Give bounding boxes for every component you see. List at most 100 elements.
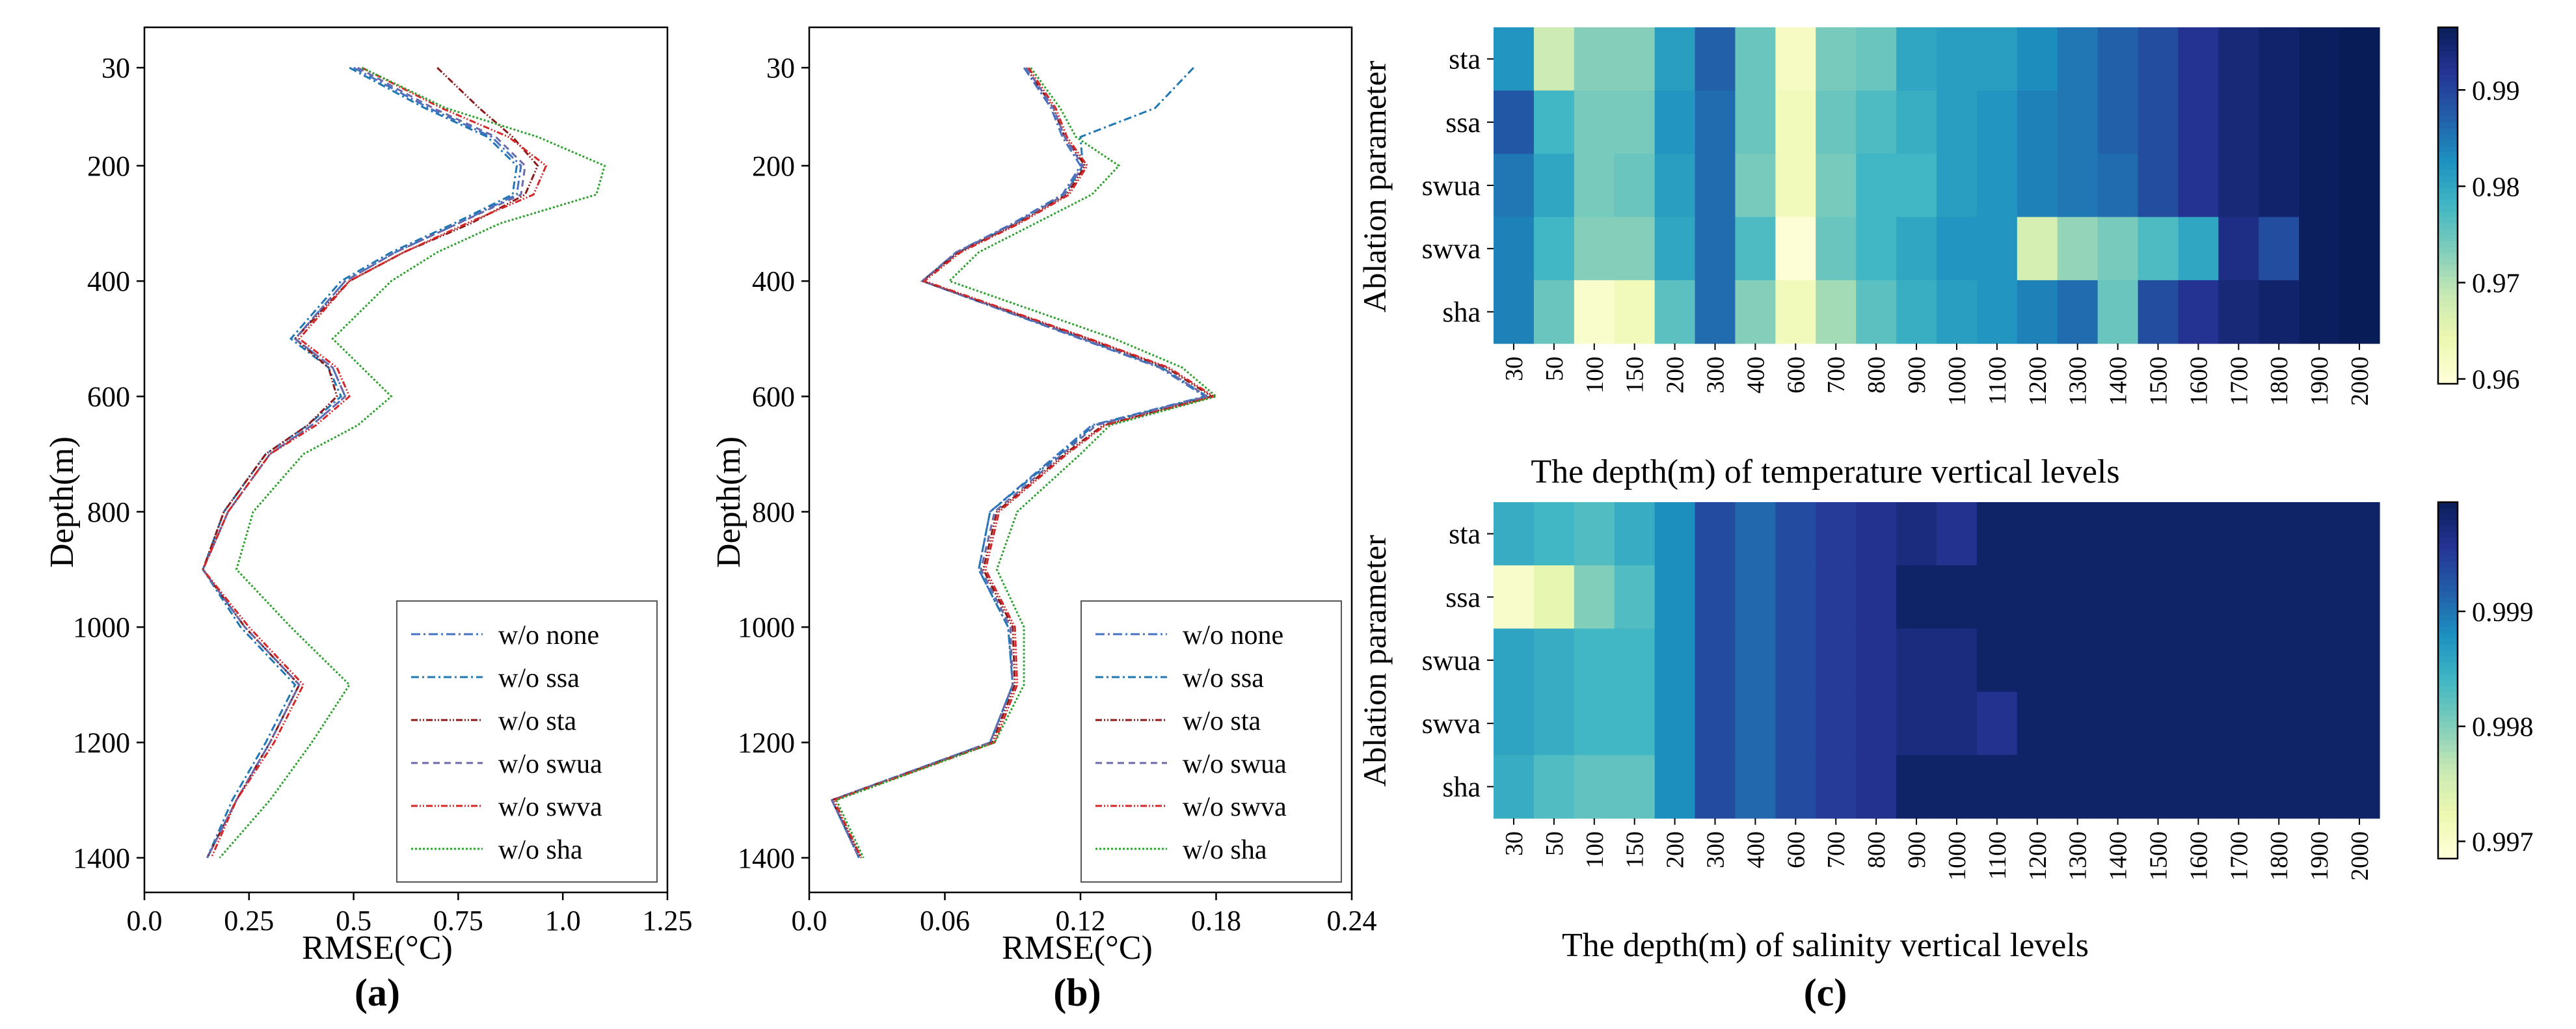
panel-b-legend-label-swva: w/o swva — [1183, 792, 1287, 822]
panel-c-bottom-colorbar-segment — [2438, 520, 2458, 527]
panel-c-top-xlabel: The depth(m) of temperature vertical lev… — [1531, 453, 2119, 490]
panel-c-top-colorbar-segment — [2438, 181, 2458, 189]
panel-c-top-col-label: 1300 — [2065, 356, 2092, 406]
panel-c-top-cell — [1976, 154, 2018, 218]
panel-c-bottom-col-label: 100 — [1581, 831, 1609, 868]
panel-c-bottom-colorbar-segment — [2438, 526, 2458, 533]
panel-c-top-cell — [1533, 27, 1575, 91]
panel-c-bottom-cell — [2138, 502, 2179, 566]
panel-c-bottom-cell — [1816, 755, 1857, 819]
panel-c-top-col-label: 700 — [1823, 356, 1850, 394]
panel-c-bottom-colorbar-segment — [2438, 603, 2458, 609]
panel-c-bottom-cell — [2339, 565, 2380, 629]
panel-c-bottom-cell — [1494, 628, 1535, 693]
panel-a-legend-label-swua: w/o swua — [498, 749, 602, 779]
panel-c-bottom-colorbar-segment — [2438, 543, 2458, 550]
panel-b-legend-label-swua: w/o swua — [1183, 749, 1287, 779]
panel-c-top-colorbar-segment — [2438, 253, 2458, 260]
panel-c-bottom-colorbar-segment — [2438, 793, 2458, 800]
panel-c-top-colorbar-segment — [2438, 301, 2458, 307]
panel-c-bottom-cell — [1574, 755, 1615, 819]
panel-c-bottom-colorbar-segment — [2438, 757, 2458, 764]
panel-c-bottom-cell — [1856, 565, 1897, 629]
panel-b-y-tick-label: 1200 — [738, 727, 795, 758]
panel-c-top-colorbar-segment — [2438, 193, 2458, 200]
panel-c-top-cell — [1654, 217, 1696, 281]
panel-c-top-colorbar-segment — [2438, 116, 2458, 123]
panel-a-y-tick-label: 200 — [87, 150, 130, 182]
panel-c-top-cell — [2138, 27, 2179, 91]
panel-c-bottom-colorbar-segment — [2438, 823, 2458, 829]
panel-c-top-colorbar-segment — [2438, 128, 2458, 135]
panel-c-top-cell — [2178, 217, 2219, 281]
panel-c-top-cell — [1976, 217, 2018, 281]
panel-a-y-tick-label: 1400 — [73, 842, 130, 874]
panel-c-top-colorbar-segment — [2438, 235, 2458, 242]
panel-c-bottom-cell — [2138, 565, 2179, 629]
panel-c-top-cell — [2339, 90, 2380, 154]
panel-c-bottom-cell — [1896, 628, 1937, 693]
panel-c-bottom-cell — [1856, 628, 1897, 693]
panel-b-label: (b) — [1053, 971, 1101, 1014]
panel-c-bottom-colorbar-segment — [2438, 585, 2458, 592]
panel-c-bottom-colorbar-segment — [2438, 740, 2458, 747]
panel-c-bottom-cell — [1937, 565, 1978, 629]
panel-c-top-cell — [1816, 280, 1857, 344]
panel-b-y-tick-label: 600 — [752, 381, 795, 412]
panel-c-top-colorbar-segment — [2438, 371, 2458, 379]
panel-c-top-cell — [2259, 217, 2300, 281]
panel-c-top-colorbar-segment — [2438, 98, 2458, 105]
panel-c-top-cell — [2299, 280, 2340, 344]
panel-c-bottom-cell — [2259, 628, 2300, 693]
panel-c-bottom-cell — [1494, 691, 1535, 756]
panel-c-bottom-cell — [1937, 755, 1978, 819]
panel-c-top-col-label: 400 — [1742, 356, 1769, 394]
panel-c-top-cell — [1937, 154, 1978, 218]
panel-c-bottom-cell — [2178, 502, 2219, 566]
panel-c-top-cell — [1816, 154, 1857, 218]
panel-c-top-cell — [1775, 90, 1816, 154]
panel-c-top-cell — [1856, 27, 1897, 91]
panel-c-top-col-label: 800 — [1863, 356, 1890, 394]
panel-b-legend-label-sha: w/o sha — [1183, 835, 1267, 865]
panel-c-bottom-colorbar-tick-label: 0.997 — [2472, 827, 2534, 857]
panel-c-bottom-colorbar-segment — [2438, 555, 2458, 562]
panel-c-top-cell — [1896, 154, 1937, 218]
panel-c-top-cell — [1937, 90, 1978, 154]
panel-c-bottom-cell — [1937, 628, 1978, 693]
panel-c-top-cell — [1614, 217, 1656, 281]
panel-c-bottom-cell — [2138, 691, 2179, 756]
panel-a-legend-label-sta: w/o sta — [498, 706, 577, 736]
panel-a-y-tick-label: 1200 — [73, 727, 130, 758]
panel-c-bottom-cell — [2097, 565, 2139, 629]
panel-c-top-colorbar-segment — [2438, 211, 2458, 218]
panel-c-bottom-colorbar-segment — [2438, 846, 2458, 853]
panel-c-top-colorbar-segment — [2438, 75, 2458, 81]
panel-c-top-col-label: 2000 — [2346, 356, 2374, 406]
panel-c-bottom-col-label: 1800 — [2266, 831, 2293, 881]
panel-c-top-col-label: 50 — [1541, 356, 1568, 381]
panel-b-x-tick-label: 0.12 — [1056, 905, 1106, 937]
panel-c-bottom-colorbar-segment — [2438, 787, 2458, 794]
panel-c-top-col-label: 30 — [1501, 356, 1528, 381]
panel-c-bottom-cell — [1654, 628, 1696, 693]
panel-a-label: (a) — [355, 971, 400, 1014]
panel-b-series-swva-line — [833, 67, 1216, 859]
panel-c-top-colorbar-segment — [2438, 276, 2458, 284]
panel-a-legend-frame — [396, 600, 658, 883]
panel-c-bottom-colorbar-segment — [2438, 597, 2458, 604]
panel-c-top-cell — [2097, 154, 2139, 218]
panel-c-top-col-label: 150 — [1622, 356, 1649, 394]
panel-c-bottom-ylabel: Ablation parameter — [1356, 535, 1393, 787]
panel-c-bottom-cell — [1976, 691, 2018, 756]
panel-c-bottom-cell — [1735, 755, 1776, 819]
panel-c-top-colorbar-segment — [2438, 318, 2458, 325]
panel-c-top-cell — [1735, 217, 1776, 281]
panel-c-top-colorbar-segment — [2438, 140, 2458, 147]
panel-c-bottom-row-label: swva — [1422, 708, 1481, 740]
panel-c-bottom-colorbar-segment — [2438, 621, 2458, 628]
panel-c-bottom-cell — [1614, 502, 1656, 566]
panel-c-bottom-colorbar-segment — [2438, 692, 2458, 699]
panel-c-bottom-colorbar-segment — [2438, 704, 2458, 711]
panel-c-bottom-cell — [2339, 502, 2380, 566]
